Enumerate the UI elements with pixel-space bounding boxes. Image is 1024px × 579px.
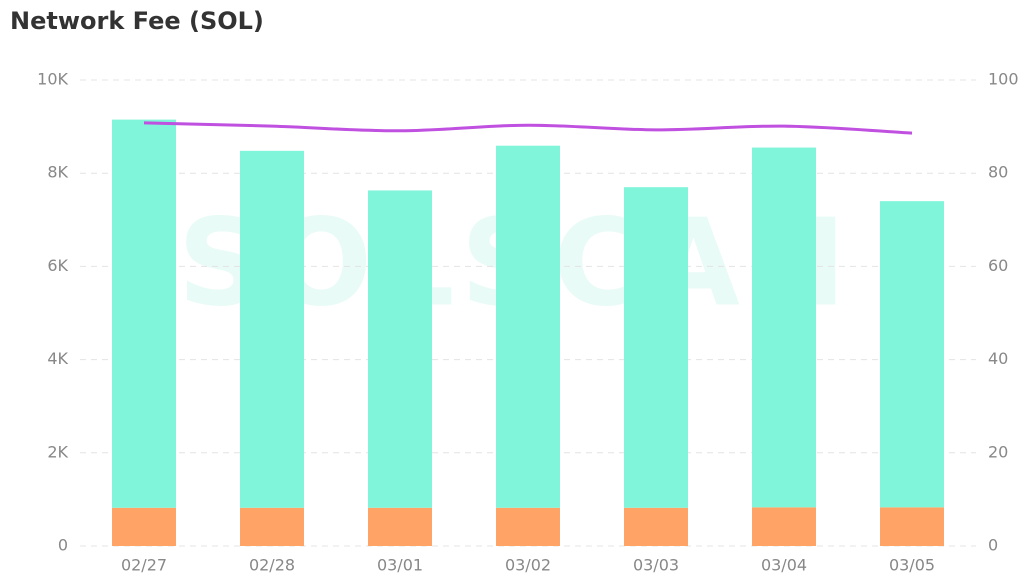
bar-segment [368,190,432,508]
x-tick-label: 02/27 [121,556,167,575]
chart-title: Network Fee (SOL) [10,7,264,35]
x-tick-label: 02/28 [249,556,295,575]
y2-tick-label: 60 [988,256,1008,275]
bar-segment [624,187,688,508]
bar-segment [240,150,304,508]
y-tick-label: 6K [47,256,68,275]
y2-tick-label: 0 [988,536,998,555]
y2-tick-label: 40 [988,349,1008,368]
y-tick-label: 2K [47,442,68,461]
y-tick-label: 0 [58,536,68,555]
x-tick-label: 03/01 [377,556,423,575]
y-tick-label: 4K [47,349,68,368]
bar-segment [752,147,816,508]
x-tick-label: 03/02 [505,556,551,575]
bar-segment [752,507,816,546]
y2-tick-label: 100 [988,70,1019,89]
bar-segment [880,507,944,546]
bar-segment [496,507,560,546]
bar-segment [112,119,176,508]
y-tick-label: 10K [37,70,68,89]
line [143,121,913,135]
bar-segment [112,507,176,546]
bar-segment [624,507,688,546]
bar-segment [368,507,432,546]
bar-segment [240,507,304,546]
x-tick-label: 03/04 [761,556,807,575]
y2-tick-label: 80 [988,163,1008,182]
x-tick-label: 03/05 [889,556,935,575]
x-tick-label: 03/03 [633,556,679,575]
bar-segment [496,145,560,508]
bar-segment [880,201,944,508]
y-tick-label: 8K [47,163,68,182]
y2-tick-label: 20 [988,442,1008,461]
